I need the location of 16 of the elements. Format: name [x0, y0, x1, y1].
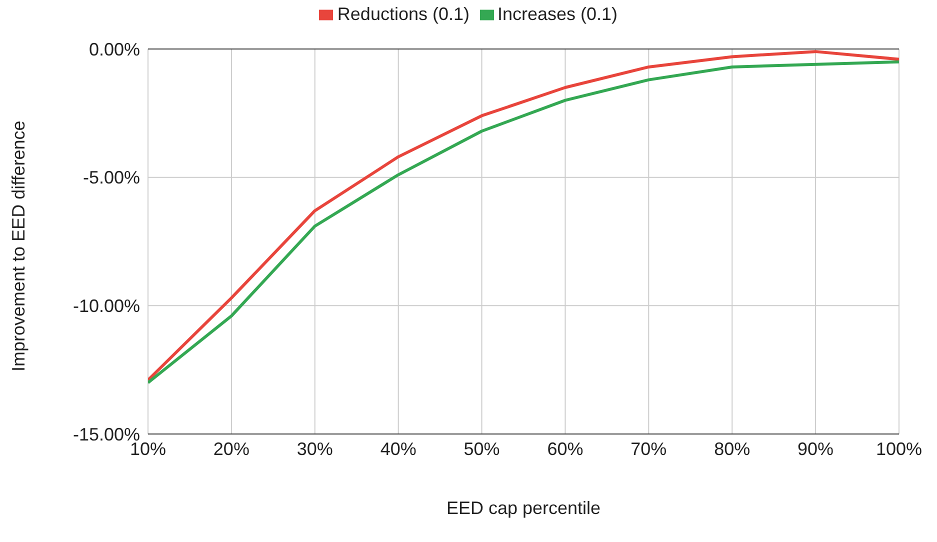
x-tick-label: 40%: [380, 438, 416, 459]
legend-label: Increases (0.1): [498, 4, 618, 24]
x-axis-title: EED cap percentile: [446, 498, 601, 518]
y-tick-label: -5.00%: [82, 168, 140, 188]
y-tick-label: -10.00%: [72, 296, 140, 316]
x-tick-label: 50%: [464, 438, 500, 459]
y-tick-label: 0.00%: [88, 39, 140, 60]
x-tick-label: 100%: [876, 438, 922, 459]
x-tick-label: 20%: [213, 438, 250, 459]
x-tick-label: 70%: [630, 438, 667, 459]
legend-label: Reductions (0.1): [337, 4, 470, 24]
x-tick-label: 30%: [296, 438, 333, 459]
y-axis-title: Improvement to EED difference: [8, 120, 28, 372]
x-tick-label: 90%: [798, 438, 834, 459]
x-tick-label: 60%: [547, 438, 584, 459]
x-tick-label: 80%: [714, 438, 750, 459]
